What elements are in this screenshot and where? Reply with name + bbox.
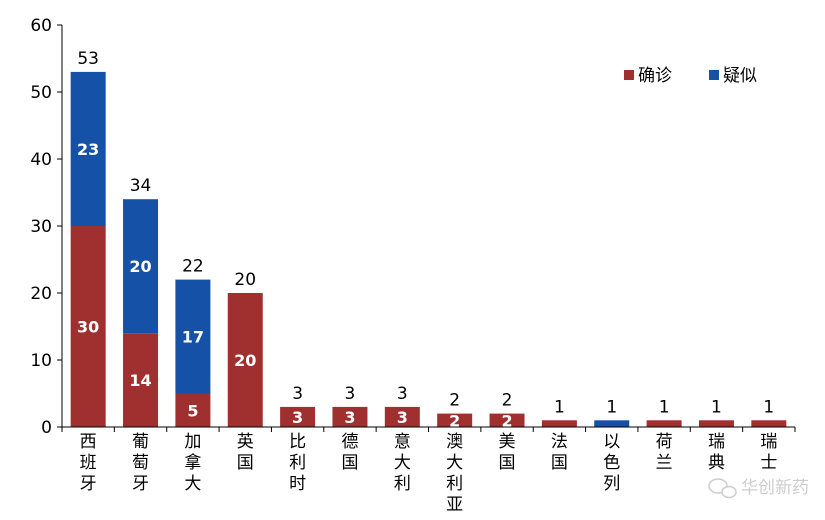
- total-label: 3: [397, 384, 408, 404]
- bar-confirmed: [489, 413, 525, 427]
- y-tick-label: 40: [30, 150, 52, 170]
- bar-suspected: [594, 420, 630, 427]
- segment-label: 30: [77, 318, 99, 337]
- y-tick-label: 60: [30, 16, 52, 36]
- x-category-label: 西班牙: [80, 432, 97, 494]
- bar-confirmed: [384, 406, 420, 427]
- bar-confirmed: [751, 420, 787, 427]
- total-label: 1: [763, 397, 774, 417]
- total-label: 20: [234, 270, 256, 290]
- segment-label: 3: [397, 408, 408, 427]
- x-category-label: 瑞典: [708, 432, 725, 473]
- total-label: 53: [77, 49, 99, 69]
- x-category-label: 英国: [237, 432, 254, 473]
- total-label: 2: [449, 391, 460, 411]
- bar-confirmed: [70, 226, 106, 427]
- x-category-label: 加拿大: [184, 432, 201, 494]
- x-category-label: 澳大利亚: [446, 432, 463, 515]
- total-label: 1: [554, 397, 565, 417]
- y-tick-label: 30: [30, 217, 52, 237]
- segment-label: 3: [292, 408, 303, 427]
- watermark-text: 华创新药: [741, 478, 809, 498]
- segment-label: 2: [449, 411, 460, 430]
- x-category-label: 以色列: [603, 432, 620, 494]
- bar-confirmed: [541, 420, 577, 427]
- x-category-label: 意大利: [394, 432, 411, 494]
- legend: 确诊 疑似: [624, 66, 757, 86]
- bar-confirmed: [227, 293, 263, 427]
- x-category-label: 德国: [341, 432, 358, 473]
- y-tick-label: 0: [41, 418, 52, 438]
- watermark: 华创新药: [708, 478, 809, 499]
- y-tick-label: 10: [30, 351, 52, 371]
- total-label: 34: [130, 176, 152, 196]
- total-label: 22: [182, 257, 204, 277]
- x-category-label: 比利时: [289, 432, 306, 494]
- legend-label-confirmed: 确诊: [638, 66, 672, 86]
- bar-suspected: [70, 71, 106, 227]
- total-label: 2: [502, 391, 513, 411]
- bar-confirmed: [123, 333, 159, 427]
- legend-label-suspected: 疑似: [723, 66, 757, 86]
- total-label: 1: [659, 397, 670, 417]
- total-label: 3: [345, 384, 356, 404]
- y-tick-label: 20: [30, 284, 52, 304]
- total-label: 1: [711, 397, 722, 417]
- y-axis: 0 10 20 30 40 50 60: [30, 16, 63, 438]
- bar-confirmed: [437, 413, 473, 427]
- segment-label: 3: [344, 408, 355, 427]
- y-tick-label: 50: [30, 83, 52, 103]
- total-label: 3: [292, 384, 303, 404]
- segment-label: 2: [501, 411, 512, 430]
- x-category-label: 葡萄牙: [132, 432, 149, 494]
- x-category-label: 瑞士: [760, 432, 777, 473]
- bar-suspected: [123, 199, 159, 334]
- segment-label: 5: [187, 401, 198, 420]
- bar-confirmed: [646, 420, 682, 427]
- bar-confirmed: [698, 420, 734, 427]
- segment-label: 23: [77, 140, 99, 159]
- wechat-icon: [708, 478, 737, 499]
- total-label: 1: [606, 397, 617, 417]
- bar-confirmed: [175, 393, 211, 427]
- x-category-label: 荷兰: [656, 432, 673, 473]
- x-category-label: 法国: [551, 432, 568, 473]
- bar-suspected: [175, 279, 211, 394]
- segment-label: 17: [182, 328, 204, 347]
- bar-confirmed: [332, 406, 368, 427]
- segment-label: 20: [129, 257, 151, 276]
- legend-swatch-confirmed: [624, 70, 634, 80]
- bar-confirmed: [280, 406, 316, 427]
- legend-swatch-suspected: [709, 70, 719, 80]
- x-category-label: 美国: [499, 432, 516, 473]
- segment-label: 20: [234, 351, 256, 370]
- segment-label: 14: [129, 371, 151, 390]
